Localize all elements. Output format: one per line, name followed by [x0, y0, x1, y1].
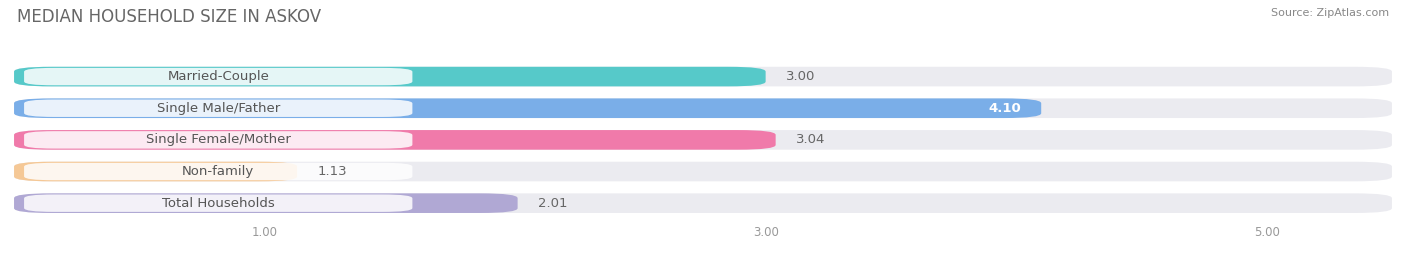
FancyBboxPatch shape	[14, 162, 1392, 181]
FancyBboxPatch shape	[24, 68, 412, 85]
FancyBboxPatch shape	[14, 67, 1392, 86]
FancyBboxPatch shape	[14, 98, 1392, 118]
FancyBboxPatch shape	[14, 130, 1392, 150]
Text: Source: ZipAtlas.com: Source: ZipAtlas.com	[1271, 8, 1389, 18]
FancyBboxPatch shape	[24, 131, 412, 148]
Text: 4.10: 4.10	[988, 102, 1021, 115]
Text: 3.00: 3.00	[786, 70, 815, 83]
FancyBboxPatch shape	[24, 100, 412, 117]
Text: Single Male/Father: Single Male/Father	[156, 102, 280, 115]
Text: 1.13: 1.13	[318, 165, 347, 178]
FancyBboxPatch shape	[24, 194, 412, 212]
Text: Total Households: Total Households	[162, 197, 274, 210]
FancyBboxPatch shape	[14, 67, 766, 86]
FancyBboxPatch shape	[14, 193, 1392, 213]
Text: Non-family: Non-family	[183, 165, 254, 178]
Text: MEDIAN HOUSEHOLD SIZE IN ASKOV: MEDIAN HOUSEHOLD SIZE IN ASKOV	[17, 8, 321, 26]
FancyBboxPatch shape	[14, 193, 517, 213]
FancyBboxPatch shape	[14, 162, 297, 181]
Text: 2.01: 2.01	[537, 197, 567, 210]
FancyBboxPatch shape	[24, 163, 412, 180]
FancyBboxPatch shape	[14, 130, 776, 150]
Text: Single Female/Mother: Single Female/Mother	[146, 133, 291, 146]
Text: 3.04: 3.04	[796, 133, 825, 146]
FancyBboxPatch shape	[14, 98, 1042, 118]
Text: Married-Couple: Married-Couple	[167, 70, 269, 83]
